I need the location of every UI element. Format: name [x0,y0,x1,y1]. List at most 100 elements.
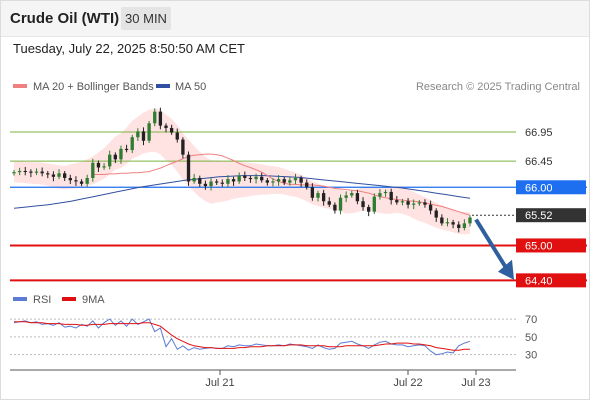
candle-body [462,223,467,228]
candle-body [440,217,444,224]
candle-body [186,154,191,182]
candle-body [79,181,84,184]
candle-body [124,148,129,151]
candle-body [113,154,118,160]
candle-body [181,139,185,155]
candle-body [85,177,89,184]
candle-body [417,202,422,204]
research-credit: Research © 2025 Trading Central [416,81,580,93]
candle-body [23,170,27,172]
candle-body [316,193,320,198]
candle-body [350,193,354,196]
candle-body [62,173,67,178]
ma9-legend-label: 9MA [82,294,105,306]
candle-body [214,181,219,183]
candle-body [91,162,95,178]
candle-body [102,166,106,168]
candle-body [29,171,33,173]
rsi-tick-70: 70 [525,314,537,326]
header-bar [0,0,590,37]
ma20-legend-swatch [13,84,27,88]
level-tag-65-00 [516,238,586,253]
timeframe-button[interactable]: 30 MIN [121,7,171,30]
candle-body [46,173,50,175]
ma50-line [13,175,471,209]
x-tick-label: Jul 21 [205,377,234,389]
candle-body [203,183,208,187]
candle-body [158,111,163,126]
candle-body [136,131,140,138]
candle-body [299,177,303,183]
candle-body [428,204,433,211]
candle-body [338,197,343,211]
ma50-legend-swatch [156,84,170,88]
candle-body [288,180,292,183]
candle-body [412,203,416,205]
candle-body [169,127,174,133]
candle-body [282,179,286,183]
candle-body [17,170,22,173]
candle-body [265,180,270,183]
candle-body [147,123,151,141]
candle-body [457,224,461,228]
candle-body [383,191,388,194]
candle-body [192,177,196,182]
candle-body [276,179,281,182]
candle-body [209,181,213,187]
ma20-legend-label: MA 20 + Bollinger Bands [33,81,154,93]
projection-arrow-head [498,259,514,280]
candle-body [130,137,134,151]
candle-body [248,177,253,180]
candle-body [271,181,275,183]
candle-body [361,201,365,208]
rsi-series-line [13,318,471,356]
candle-body [344,195,348,198]
candle-body [468,217,472,224]
candle-body [220,182,224,184]
rsi-tick-50: 50 [525,332,537,344]
candle-body [164,125,168,128]
candle-body [355,193,360,202]
candle-body [141,131,146,141]
9ma-series-line [14,321,470,351]
candle-body [108,154,112,167]
candle-body [293,177,298,181]
instrument-title: Crude Oil (WTI) [10,10,120,27]
candle-body [305,182,309,188]
projection-arrow-shaft [474,218,508,269]
candle-body [51,174,56,177]
candle-body [119,148,123,160]
level-tag-66-00 [516,180,586,195]
level-tag-64-40 [516,273,586,288]
level-label-65-52: 65.52 [525,210,553,222]
level-label-66-95: 66.95 [525,127,553,139]
rsi-legend-swatch [13,297,27,301]
candle-body [260,176,264,181]
level-label-65-00: 65.00 [525,240,553,252]
candle-body [96,162,101,168]
candle-body [153,111,157,124]
level-tag-65-52 [516,208,586,223]
ma20-line [92,153,471,216]
candle-body [57,173,61,177]
candle-body [12,172,16,174]
candle-body [366,207,371,212]
candle-body [231,179,236,182]
ma9-legend-swatch [62,297,76,301]
candle-body [198,177,202,184]
candle-body [327,201,331,205]
candle-body [389,191,393,201]
x-axis: Jul 21 Jul 22 Jul 23 [205,370,491,389]
bollinger-band [14,108,470,235]
candle-body [423,202,427,205]
candle-body [243,175,247,178]
candle-body [372,196,376,212]
candle-body [395,200,399,203]
level-label-66-00: 66.00 [525,182,553,194]
rsi-legend-label: RSI [33,294,51,306]
candle-body [333,204,337,211]
candle-body [434,210,438,218]
x-tick-label: Jul 22 [393,377,422,389]
candle-body [254,176,258,180]
